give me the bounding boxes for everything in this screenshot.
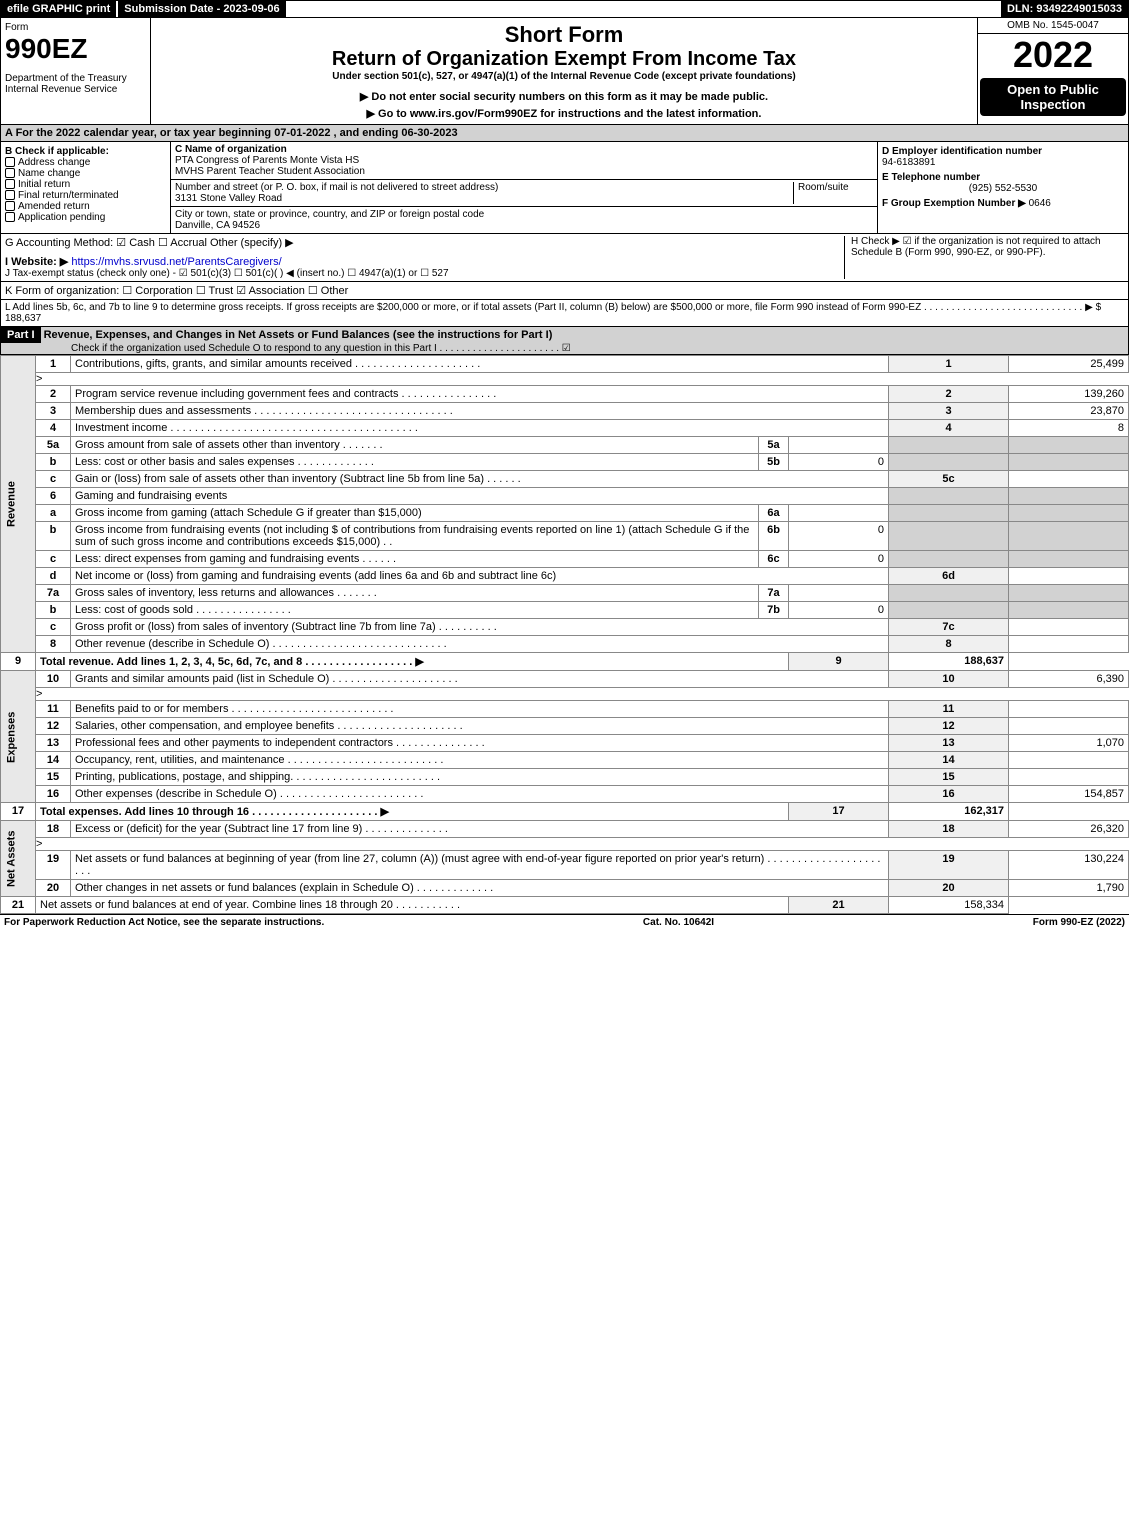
main-table: Revenue1Contributions, gifts, grants, an…: [0, 355, 1129, 914]
f-value: 0646: [1029, 198, 1051, 209]
addr-value: 3131 Stone Valley Road: [175, 193, 793, 204]
b-opt-3: Final return/terminated: [5, 190, 166, 201]
b-opt-2: Initial return: [5, 179, 166, 190]
addr-block: Number and street (or P. O. box, if mail…: [175, 182, 793, 204]
omb-number: OMB No. 1545-0047: [978, 18, 1128, 34]
header-right: OMB No. 1545-0047 2022 Open to Public In…: [978, 18, 1128, 124]
col-c: C Name of organization PTA Congress of P…: [171, 142, 878, 233]
f-label: F Group Exemption Number ▶: [882, 198, 1026, 209]
row-l: L Add lines 5b, 6c, and 7b to line 9 to …: [0, 300, 1129, 327]
col-b: B Check if applicable: Address change Na…: [1, 142, 171, 233]
efile-label: efile GRAPHIC print: [1, 1, 116, 17]
row-k: K Form of organization: ☐ Corporation ☐ …: [0, 282, 1129, 300]
b-opt-5: Application pending: [5, 212, 166, 223]
j-line: J Tax-exempt status (check only one) - ☑…: [5, 268, 844, 279]
room-label: Room/suite: [793, 182, 873, 204]
org-name-1: PTA Congress of Parents Monte Vista HS: [175, 155, 873, 166]
f-row: F Group Exemption Number ▶ 0646: [882, 198, 1124, 209]
city-label: City or town, state or province, country…: [175, 209, 873, 220]
e-label: E Telephone number: [882, 172, 1124, 183]
form-header: Form 990EZ Department of the Treasury In…: [0, 18, 1129, 125]
spacer: [288, 1, 1001, 17]
d-label: D Employer identification number: [882, 146, 1124, 157]
part1-check: Check if the organization used Schedule …: [1, 343, 1128, 354]
g-text: G Accounting Method: ☑ Cash ☐ Accrual Ot…: [5, 236, 844, 249]
top-bar: efile GRAPHIC print Submission Date - 20…: [0, 0, 1129, 18]
i-label: I Website: ▶: [5, 256, 68, 268]
form-word: Form: [5, 22, 146, 33]
g-line: G Accounting Method: ☑ Cash ☐ Accrual Ot…: [5, 236, 844, 279]
i-line: I Website: ▶ https://mvhs.srvusd.net/Par…: [5, 255, 844, 268]
addr-label: Number and street (or P. O. box, if mail…: [175, 182, 793, 193]
part1-label: Part I: [1, 327, 41, 343]
footer-right: Form 990-EZ (2022): [1033, 917, 1125, 928]
row-gh: G Accounting Method: ☑ Cash ☐ Accrual Ot…: [0, 234, 1129, 282]
bcdef-block: B Check if applicable: Address change Na…: [0, 142, 1129, 234]
header-middle: Short Form Return of Organization Exempt…: [151, 18, 978, 124]
warning-1: ▶ Do not enter social security numbers o…: [155, 90, 973, 103]
b-opt-0: Address change: [5, 157, 166, 168]
dln-label: DLN: 93492249015033: [1001, 1, 1128, 17]
page-footer: For Paperwork Reduction Act Notice, see …: [0, 914, 1129, 930]
part1-heading: Revenue, Expenses, and Changes in Net As…: [44, 329, 553, 341]
footer-left: For Paperwork Reduction Act Notice, see …: [4, 917, 324, 928]
short-form-title: Short Form: [155, 22, 973, 48]
tax-year: 2022: [978, 34, 1128, 76]
b-label: B Check if applicable:: [5, 146, 166, 157]
footer-mid: Cat. No. 10642I: [643, 917, 714, 928]
warning-2: ▶ Go to www.irs.gov/Form990EZ for instru…: [155, 107, 973, 120]
part1-header: Part I Revenue, Expenses, and Changes in…: [0, 327, 1129, 355]
city-value: Danville, CA 94526: [175, 220, 873, 231]
submission-date: Submission Date - 2023-09-06: [116, 1, 287, 17]
b-opt-1: Name change: [5, 168, 166, 179]
d-value: 94-6183891: [882, 157, 1124, 168]
header-left: Form 990EZ Department of the Treasury In…: [1, 18, 151, 124]
h-line: H Check ▶ ☑ if the organization is not r…: [844, 236, 1124, 279]
e-value: (925) 552-5530: [882, 183, 1124, 194]
c-city: City or town, state or province, country…: [171, 207, 877, 233]
dept-label: Department of the Treasury Internal Reve…: [5, 73, 146, 95]
org-name-2: MVHS Parent Teacher Student Association: [175, 166, 873, 177]
subtitle: Under section 501(c), 527, or 4947(a)(1)…: [155, 71, 973, 82]
c-addr: Number and street (or P. O. box, if mail…: [171, 180, 877, 207]
c-label: C Name of organization: [175, 144, 873, 155]
col-def: D Employer identification number 94-6183…: [878, 142, 1128, 233]
b-opt-4: Amended return: [5, 201, 166, 212]
main-title: Return of Organization Exempt From Incom…: [155, 48, 973, 71]
row-a: A For the 2022 calendar year, or tax yea…: [0, 125, 1129, 142]
form-number: 990EZ: [5, 33, 146, 65]
open-public-box: Open to Public Inspection: [980, 78, 1126, 116]
website-link[interactable]: https://mvhs.srvusd.net/ParentsCaregiver…: [71, 256, 281, 268]
c-name: C Name of organization PTA Congress of P…: [171, 142, 877, 180]
